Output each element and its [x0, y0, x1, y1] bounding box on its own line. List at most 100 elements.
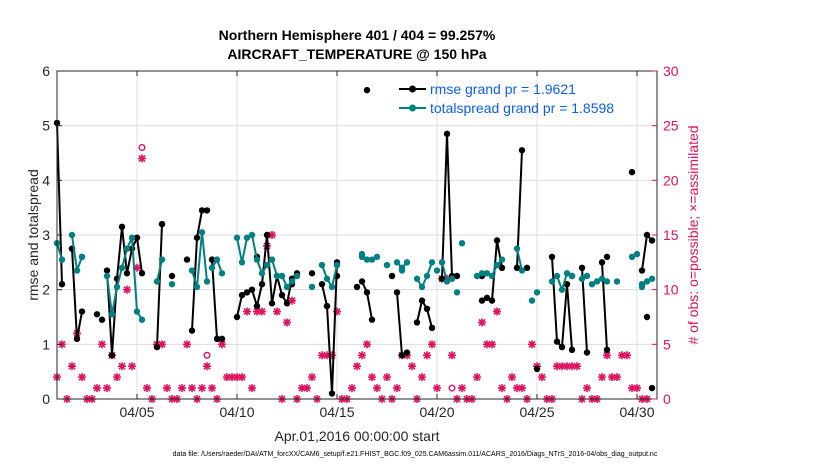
- obs-assimilated-glyph: [283, 318, 291, 327]
- obs-assimilated-glyph: [243, 307, 251, 316]
- obs-assimilated-glyph: [298, 384, 306, 393]
- rmse-point: [423, 305, 431, 312]
- totalspread-point: [103, 272, 111, 280]
- totalspread-point: [448, 275, 456, 282]
- y-axis-left-label: rmse and totalspread: [25, 169, 41, 301]
- totalspread-point: [288, 278, 296, 285]
- obs-assimilated-marker: [178, 384, 186, 393]
- rmse-point: [268, 300, 276, 307]
- totalspread-point: [383, 261, 391, 269]
- totalspread-point: [373, 253, 381, 261]
- rmse-point: [118, 223, 126, 230]
- totalspread-point: [518, 267, 526, 274]
- obs-assimilated-glyph: [328, 351, 336, 360]
- totalspread-point: [568, 272, 576, 280]
- obs-assimilated-marker: [433, 384, 441, 393]
- obs-possible-marker: [203, 351, 211, 359]
- obs-assimilated-marker: [518, 384, 526, 393]
- obs-assimilated-glyph: [113, 373, 121, 382]
- totalspread-line-segment: [156, 259, 163, 282]
- obs-assimilated-glyph: [318, 351, 326, 360]
- obs-assimilated-glyph: [353, 362, 361, 371]
- rmse-point: [483, 294, 491, 302]
- totalspread-point: [158, 256, 166, 263]
- x-tick-label: 04/15: [319, 404, 354, 420]
- obs-assimilated-marker: [258, 307, 266, 316]
- x-axis-label: Apr.01,2016 00:00:00 start: [274, 428, 439, 444]
- obs-assimilated-glyph: [558, 362, 566, 371]
- obs-assimilated-glyph: [428, 340, 436, 349]
- obs-assimilated-glyph: [448, 351, 456, 360]
- rmse-point: [403, 349, 411, 356]
- obs-assimilated-marker: [553, 362, 561, 371]
- obs-assimilated-marker: [253, 307, 261, 316]
- totalspread-point: [153, 278, 161, 285]
- rmse-point: [583, 349, 591, 356]
- obs-assimilated-marker: [513, 384, 521, 393]
- obs-assimilated-marker: [318, 351, 326, 360]
- obs-assimilated-glyph: [613, 373, 621, 382]
- totalspread-point: [128, 234, 136, 241]
- obs-assimilated-glyph: [633, 384, 641, 393]
- rmse-point: [388, 272, 396, 280]
- obs-assimilated-marker: [418, 373, 426, 382]
- obs-assimilated-marker: [183, 340, 191, 349]
- y-right-tick-label: 0: [663, 391, 671, 407]
- totalspread-point: [258, 270, 266, 277]
- obs-assimilated-glyph: [563, 362, 571, 371]
- obs-assimilated-marker: [448, 351, 456, 360]
- obs-assimilated-glyph: [488, 340, 496, 349]
- obs-assimilated-glyph: [183, 340, 191, 349]
- obs-assimilated-marker: [188, 384, 196, 393]
- obs-assimilated-marker: [268, 231, 276, 239]
- obs-assimilated-glyph: [518, 384, 526, 393]
- obs-assimilated-marker: [133, 263, 141, 272]
- y-right-tick-label: 25: [663, 118, 679, 134]
- totalspread-point: [108, 311, 116, 318]
- obs-assimilated-glyph: [223, 373, 231, 382]
- obs-assimilated-glyph: [198, 384, 206, 393]
- y-left-tick-label: 3: [42, 227, 50, 243]
- totalspread-point: [73, 267, 81, 274]
- totalspread-point: [368, 256, 376, 263]
- totalspread-point: [478, 270, 486, 277]
- rmse-point: [363, 86, 371, 94]
- obs-assimilated-glyph: [273, 307, 281, 316]
- obs-assimilated-glyph: [553, 362, 561, 371]
- obs-assimilated-marker: [383, 373, 391, 382]
- obs-assimilated-marker: [528, 340, 536, 349]
- totalspread-point: [558, 286, 566, 293]
- rmse-point: [428, 324, 436, 332]
- obs-assimilated-glyph: [393, 384, 401, 393]
- totalspread-point: [473, 272, 481, 280]
- x-tick-label: 04/30: [619, 404, 654, 420]
- rmse-point: [158, 220, 166, 228]
- obs-assimilated-marker: [598, 373, 606, 382]
- rmse-point: [58, 281, 66, 288]
- obs-assimilated-marker: [558, 362, 566, 371]
- rmse-point: [478, 297, 486, 304]
- rmse-point: [393, 289, 401, 296]
- obs-assimilated-marker: [118, 362, 126, 371]
- obs-assimilated-glyph: [573, 362, 581, 371]
- obs-assimilated-glyph: [513, 384, 521, 393]
- obs-assimilated-marker: [228, 373, 236, 382]
- obs-assimilated-glyph: [333, 307, 341, 316]
- rmse-point: [518, 147, 526, 154]
- rmse-point: [168, 272, 176, 280]
- rmse-point: [123, 270, 131, 277]
- totalspread-point: [588, 281, 596, 288]
- chart-title-line2: AIRCRAFT_TEMPERATURE @ 150 hPa: [227, 46, 486, 62]
- rmse-point: [363, 289, 371, 296]
- rmse-point: [603, 253, 611, 261]
- obs-assimilated-marker: [218, 340, 226, 349]
- obs-assimilated-glyph: [583, 384, 591, 393]
- obs-assimilated-marker: [248, 384, 256, 393]
- rmse-point: [233, 313, 241, 321]
- legend-marker-totalspread: [409, 104, 416, 112]
- obs-possible-marker: [448, 384, 456, 392]
- obs-assimilated-marker: [458, 384, 466, 393]
- totalspread-point: [628, 253, 636, 261]
- x-tick-label: 04/10: [219, 404, 254, 420]
- rmse-point: [198, 207, 206, 214]
